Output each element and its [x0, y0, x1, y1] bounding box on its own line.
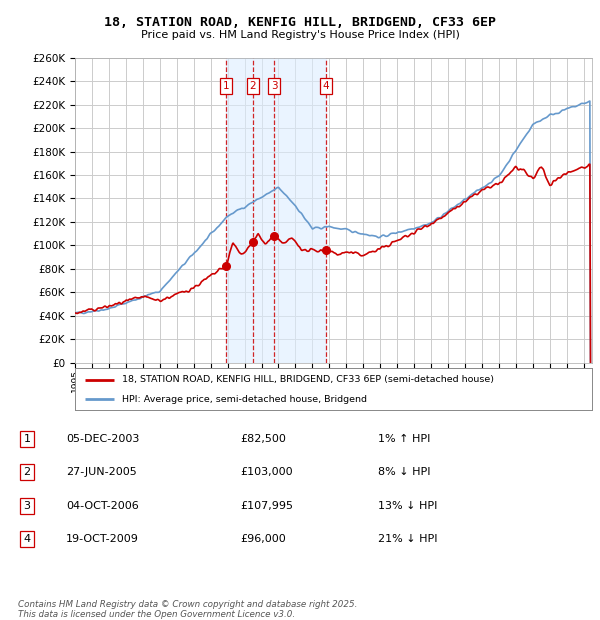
Text: 19-OCT-2009: 19-OCT-2009 [66, 534, 139, 544]
Text: 1: 1 [223, 81, 230, 91]
Text: 1% ↑ HPI: 1% ↑ HPI [378, 434, 430, 444]
Text: Price paid vs. HM Land Registry's House Price Index (HPI): Price paid vs. HM Land Registry's House … [140, 30, 460, 40]
Text: 1: 1 [23, 434, 31, 444]
Text: 04-OCT-2006: 04-OCT-2006 [66, 501, 139, 511]
Text: 21% ↓ HPI: 21% ↓ HPI [378, 534, 437, 544]
Text: £82,500: £82,500 [240, 434, 286, 444]
Text: 2: 2 [250, 81, 256, 91]
Text: 13% ↓ HPI: 13% ↓ HPI [378, 501, 437, 511]
Text: 4: 4 [23, 534, 31, 544]
Text: HPI: Average price, semi-detached house, Bridgend: HPI: Average price, semi-detached house,… [122, 394, 367, 404]
Text: 3: 3 [23, 501, 31, 511]
Text: Contains HM Land Registry data © Crown copyright and database right 2025.
This d: Contains HM Land Registry data © Crown c… [18, 600, 358, 619]
Text: 05-DEC-2003: 05-DEC-2003 [66, 434, 139, 444]
Text: 2: 2 [23, 467, 31, 477]
Text: £107,995: £107,995 [240, 501, 293, 511]
Text: 18, STATION ROAD, KENFIG HILL, BRIDGEND, CF33 6EP: 18, STATION ROAD, KENFIG HILL, BRIDGEND,… [104, 16, 496, 29]
Text: 4: 4 [322, 81, 329, 91]
Text: 18, STATION ROAD, KENFIG HILL, BRIDGEND, CF33 6EP (semi-detached house): 18, STATION ROAD, KENFIG HILL, BRIDGEND,… [122, 375, 494, 384]
Text: £96,000: £96,000 [240, 534, 286, 544]
Text: 8% ↓ HPI: 8% ↓ HPI [378, 467, 431, 477]
Text: 3: 3 [271, 81, 278, 91]
Text: £103,000: £103,000 [240, 467, 293, 477]
Bar [226, 58, 326, 363]
Text: 27-JUN-2005: 27-JUN-2005 [66, 467, 137, 477]
